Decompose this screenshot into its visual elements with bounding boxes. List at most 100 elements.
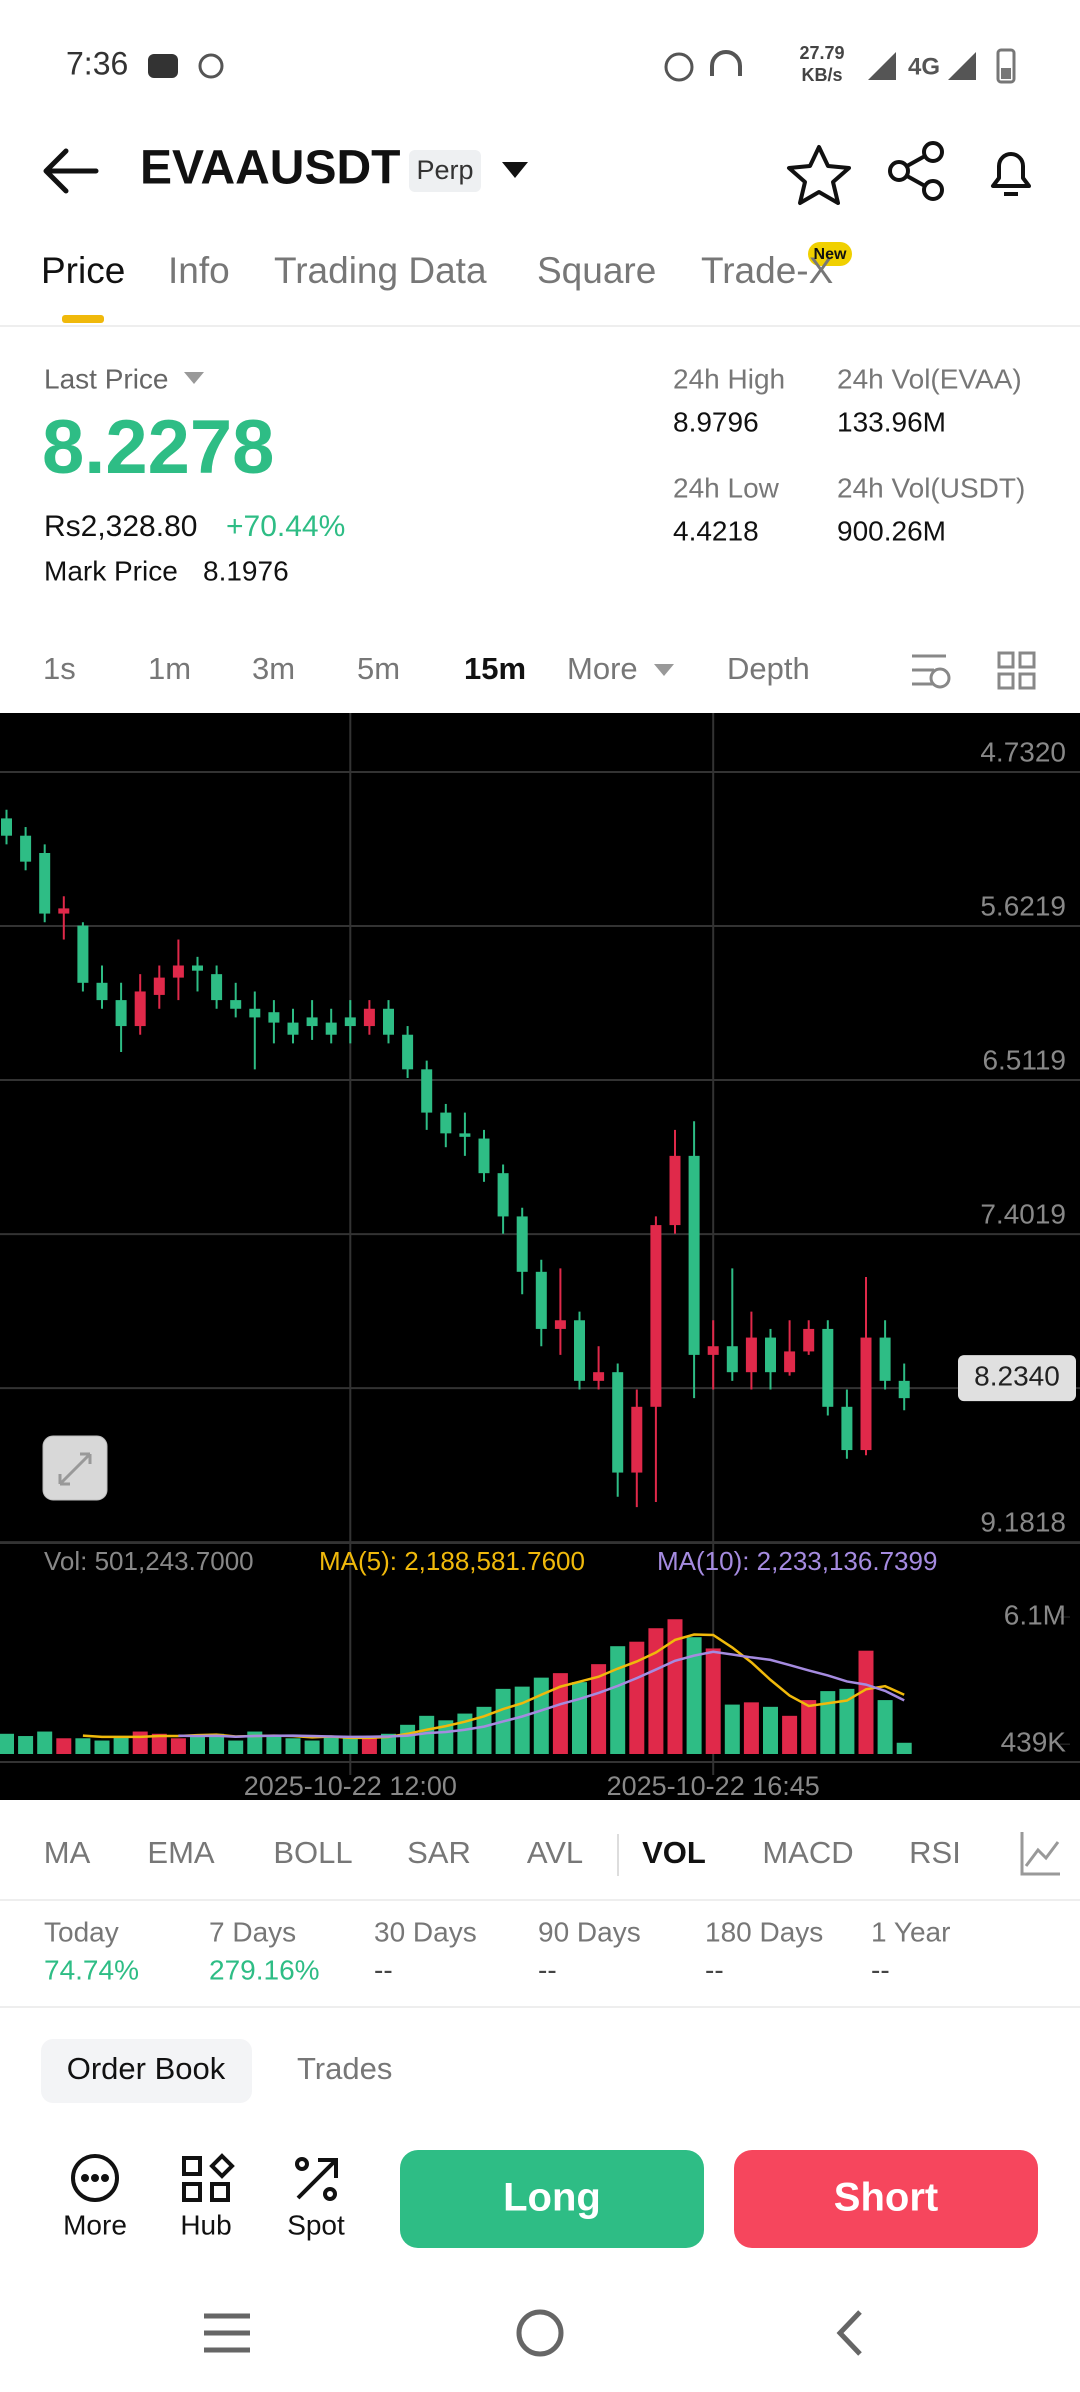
last-price-tag: 8.2340: [974, 1360, 1060, 1391]
long-button[interactable]: [400, 2150, 704, 2248]
candle-body: [230, 1000, 242, 1009]
action-label[interactable]: More: [63, 2209, 127, 2240]
interval[interactable]: More: [567, 651, 638, 686]
indicator-tab[interactable]: MA: [44, 1835, 91, 1870]
book-tab[interactable]: Trades: [297, 2051, 392, 2086]
action-label[interactable]: Hub: [180, 2209, 231, 2240]
interval[interactable]: 3m: [252, 651, 295, 686]
dropdown-arrow[interactable]: [184, 372, 204, 384]
price-change: +70.44%: [226, 510, 345, 543]
period-label: 7 Days: [209, 1916, 296, 1947]
net-speed: 27.79: [799, 43, 844, 63]
candle-body: [383, 1008, 394, 1035]
favorite-icon[interactable]: [787, 145, 851, 205]
volume-bar: [361, 1736, 377, 1754]
stat-label: 24h Vol(USDT): [837, 472, 1025, 503]
candle-body: [554, 1320, 566, 1329]
tab[interactable]: Price: [41, 250, 125, 291]
signal-icon: [948, 52, 976, 80]
book-tab[interactable]: Order Book: [67, 2051, 226, 2086]
indicator-tab[interactable]: AVL: [527, 1835, 583, 1870]
order-book-tab[interactable]: [41, 2039, 252, 2103]
more-icon[interactable]: [71, 2154, 119, 2202]
tab[interactable]: Square: [537, 250, 656, 291]
interval[interactable]: 5m: [357, 651, 400, 686]
candle-body: [478, 1138, 490, 1174]
candle-body: [153, 977, 165, 995]
candle-body: [268, 1012, 280, 1023]
indicator-settings-icon[interactable]: [1020, 1832, 1060, 1876]
battery-level: [1001, 68, 1011, 79]
volume-bar: [190, 1736, 205, 1754]
tab[interactable]: Trade-X: [701, 250, 833, 291]
bell-icon[interactable]: [991, 152, 1031, 196]
candle-body: [707, 1346, 719, 1355]
indicator-tab[interactable]: VOL: [642, 1835, 706, 1870]
candle-body: [20, 835, 32, 862]
interval[interactable]: Depth: [727, 651, 810, 686]
layout-icon[interactable]: [997, 651, 1036, 690]
stat-value: 133.96M: [837, 406, 946, 437]
back-nav[interactable]: [836, 2310, 862, 2356]
ma5-legend: MA(5): 2,188,581.7600: [319, 1546, 585, 1576]
candle-body: [631, 1406, 643, 1473]
interval[interactable]: 1m: [148, 651, 191, 686]
hub-icon[interactable]: [182, 2153, 235, 2202]
dropdown-arrow[interactable]: [502, 162, 528, 178]
volume-bar: [763, 1706, 778, 1754]
y-tick-label: 9.1818: [980, 1506, 1066, 1537]
volume-bar: [37, 1731, 53, 1754]
indicator-tab[interactable]: MACD: [762, 1835, 853, 1870]
action-label[interactable]: Spot: [287, 2209, 345, 2240]
fiat-price: Rs2,328.80: [44, 510, 197, 543]
youtube-icon: [148, 54, 178, 78]
perp-label: Perp: [416, 155, 473, 185]
stat-label: 24h High: [673, 363, 785, 394]
volume-bar: [132, 1731, 148, 1754]
net-unit: KB/s: [801, 65, 842, 85]
spot-icon[interactable]: [295, 2157, 338, 2201]
mark-price-label: Mark Price: [44, 555, 178, 586]
candle-body: [402, 1034, 414, 1070]
last-price-label: Last Price: [44, 363, 169, 394]
period-value: 74.74%: [44, 1954, 139, 1985]
volume-bar: [552, 1673, 568, 1754]
volume-bar: [667, 1619, 683, 1754]
candle-body: [516, 1216, 528, 1272]
period-label: 30 Days: [374, 1916, 477, 1947]
last-price: 8.2278: [42, 405, 274, 490]
back-arrow[interactable]: [43, 148, 99, 194]
candle-body: [58, 908, 70, 914]
volume-bar: [266, 1736, 282, 1754]
home-nav[interactable]: [516, 2309, 564, 2357]
interval[interactable]: 1s: [43, 651, 76, 686]
y-tick-label: 5.6219: [980, 890, 1066, 921]
candle-body: [287, 1022, 299, 1035]
indicator-tab[interactable]: RSI: [909, 1835, 961, 1870]
volume-bar: [801, 1700, 817, 1754]
indicator-tab[interactable]: BOLL: [273, 1835, 352, 1870]
share-icon[interactable]: [888, 141, 944, 201]
tab[interactable]: Trading Data: [274, 250, 487, 291]
ma10-line: [178, 1650, 905, 1739]
stat-label: 24h Low: [673, 472, 780, 503]
volume-bar: [18, 1736, 34, 1754]
chart-settings-icon[interactable]: [912, 654, 951, 689]
indicator-tab[interactable]: EMA: [147, 1835, 215, 1870]
candle-body: [459, 1133, 471, 1137]
candle-body: [211, 974, 223, 1001]
volume-bar: [209, 1733, 225, 1754]
dropdown-arrow[interactable]: [654, 664, 674, 676]
long-label[interactable]: Long: [503, 2176, 601, 2220]
chart: 2025-10-22 12:00 2025-10-22 16:45 4.7320 5.…: [0, 713, 1080, 1801]
y-tick-label: 7.4019: [980, 1198, 1066, 1229]
interval[interactable]: 15m: [464, 651, 526, 686]
candle-body: [879, 1337, 891, 1381]
tab[interactable]: Info: [168, 250, 230, 291]
indicator-tab[interactable]: SAR: [407, 1835, 471, 1870]
short-button[interactable]: [734, 2150, 1038, 2248]
menu-nav[interactable]: [204, 2313, 250, 2353]
period-label: 1 Year: [871, 1916, 950, 1947]
short-label[interactable]: Short: [834, 2176, 938, 2220]
